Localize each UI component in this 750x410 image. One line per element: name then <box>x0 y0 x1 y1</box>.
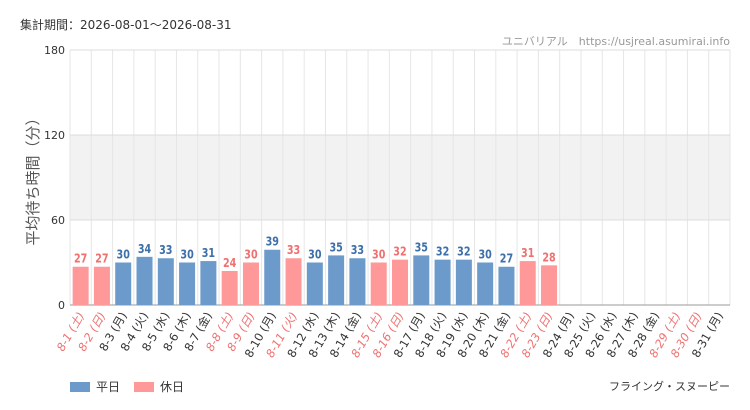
bar <box>498 266 515 305</box>
bar-value-label: 33 <box>351 243 364 257</box>
bar <box>477 262 494 305</box>
bar <box>115 262 132 305</box>
bar <box>136 256 153 305</box>
attraction-name: フライング・スヌーピー <box>609 380 730 393</box>
bar <box>519 261 536 305</box>
bar-value-label: 27 <box>95 252 108 266</box>
y-tick-label: 120 <box>44 129 65 142</box>
legend-weekday-label: 平日 <box>96 380 121 394</box>
bar-value-label: 30 <box>372 247 386 261</box>
bar <box>349 258 366 305</box>
collection-period: 集計期間：2026-08-01～2026-08-31 <box>20 18 232 32</box>
x-axis-labels: 8-1 (土)8-2 (日)8-3 (月)8-4 (火)8-5 (水)8-6 (… <box>54 310 726 361</box>
bar-value-label: 30 <box>478 247 492 261</box>
bar-value-label: 39 <box>266 235 279 249</box>
bar <box>455 259 472 305</box>
bar <box>93 266 110 305</box>
bar <box>72 266 89 305</box>
bar <box>242 262 259 305</box>
bar-value-label: 32 <box>457 245 470 259</box>
bar <box>434 259 451 305</box>
legend: 平日 休日 <box>70 378 198 395</box>
bar <box>392 259 408 305</box>
bar <box>541 265 558 305</box>
legend-weekday: 平日 <box>70 378 120 395</box>
bar-value-label: 30 <box>180 247 194 261</box>
bar-value-label: 32 <box>393 245 406 259</box>
y-axis: 0 60 120 180 <box>44 44 65 312</box>
bar-value-label: 24 <box>223 256 237 270</box>
bars: 27 27 30 34 33 30 31 24 30 39 33 30 35 33 30 32 35 32 32 30… <box>72 235 558 305</box>
y-tick-label: 180 <box>44 44 65 57</box>
bar-value-label: 33 <box>159 243 172 257</box>
grid-lines <box>69 49 731 306</box>
bar-value-label: 31 <box>202 246 215 260</box>
bar-value-label: 35 <box>329 240 342 254</box>
bar-value-label: 34 <box>138 242 152 256</box>
bar <box>285 258 302 305</box>
bar <box>264 249 281 305</box>
legend-holiday: 休日 <box>134 378 184 395</box>
bar-value-label: 27 <box>500 252 513 266</box>
source-site: ユニバリアル https://usjreal.asumirai.info <box>501 35 730 48</box>
legend-holiday-swatch <box>134 381 155 392</box>
legend-weekday-swatch <box>70 381 90 392</box>
bar <box>157 258 174 305</box>
bar-value-label: 32 <box>436 245 449 259</box>
bar <box>370 262 387 305</box>
bar <box>413 255 430 305</box>
y-axis-label: 平均待ち時間（分） <box>24 110 42 245</box>
bar <box>328 255 345 305</box>
legend-holiday-label: 休日 <box>160 380 185 394</box>
bar-value-label: 27 <box>74 252 87 266</box>
bar <box>200 261 217 305</box>
y-tick-label: 60 <box>51 214 65 227</box>
bar-value-label: 30 <box>117 247 131 261</box>
band-60-120 <box>70 135 730 220</box>
bar-value-label: 28 <box>542 250 555 264</box>
bar-value-label: 31 <box>521 246 534 260</box>
bar-value-label: 33 <box>287 243 300 257</box>
bar <box>306 262 323 305</box>
bar-value-label: 35 <box>415 240 428 254</box>
bar <box>179 262 196 305</box>
bar <box>221 271 238 305</box>
bar-value-label: 30 <box>244 247 258 261</box>
bar-value-label: 30 <box>308 247 322 261</box>
y-tick-label: 0 <box>58 299 65 312</box>
